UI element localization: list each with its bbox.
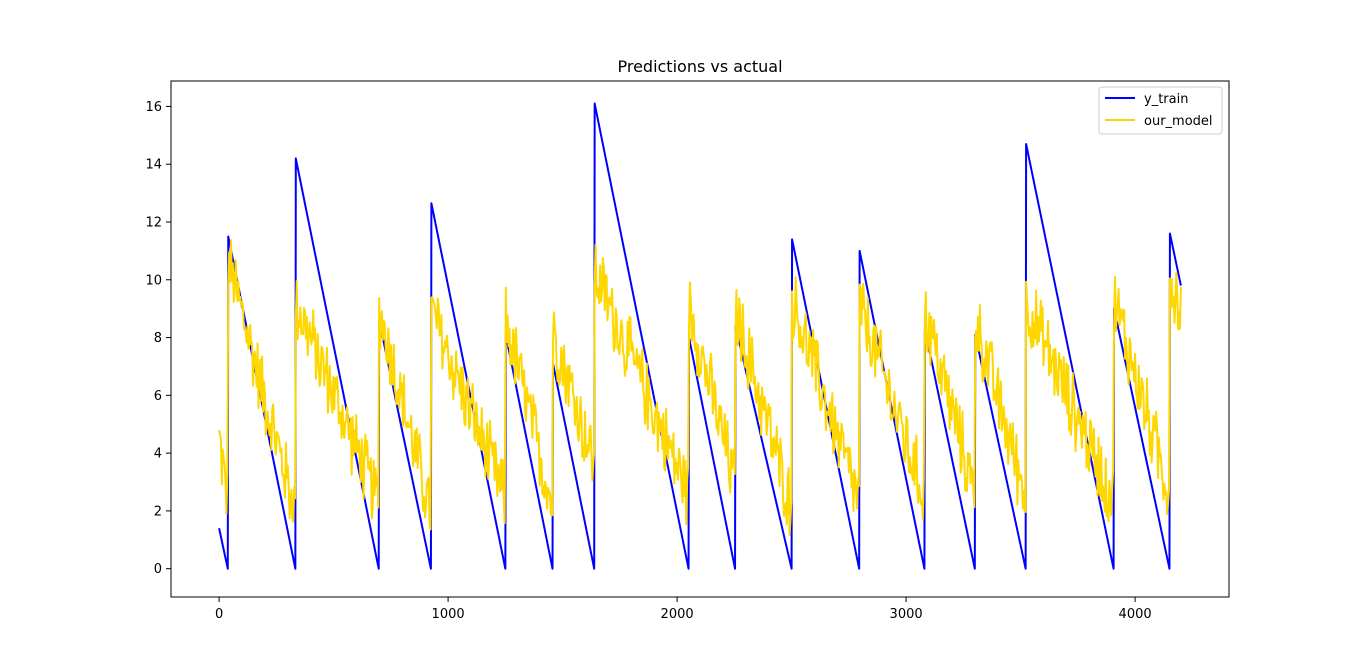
x-tick-label: 0	[215, 607, 223, 622]
axis-ticks: 0 1000 2000 3000 4000 0 2 4 6 8 10 12 14 16	[145, 100, 1151, 622]
x-tick-label: 3000	[890, 607, 923, 622]
y-tick-label: 2	[154, 504, 162, 519]
plot-area-frame	[170, 80, 1230, 598]
x-tick-label: 2000	[661, 607, 694, 622]
x-tick-label: 4000	[1119, 607, 1152, 622]
y-tick-label: 6	[154, 389, 162, 404]
y-tick-label: 4	[154, 447, 162, 462]
series-line-our_model	[218, 239, 1182, 536]
legend-label-our_model: our_model	[1144, 114, 1213, 129]
y-tick-label: 8	[154, 331, 162, 346]
x-tick-label: 1000	[432, 607, 465, 622]
y-tick-label: 16	[145, 100, 162, 115]
legend: y_train our_model	[1098, 86, 1223, 135]
y-tick-label: 10	[145, 273, 162, 288]
legend-label-y_train: y_train	[1144, 92, 1188, 107]
y-tick-label: 14	[145, 158, 162, 173]
chart-title: Predictions vs actual	[617, 57, 782, 76]
y-tick-label: 0	[154, 562, 162, 577]
y-tick-label: 12	[145, 215, 162, 230]
